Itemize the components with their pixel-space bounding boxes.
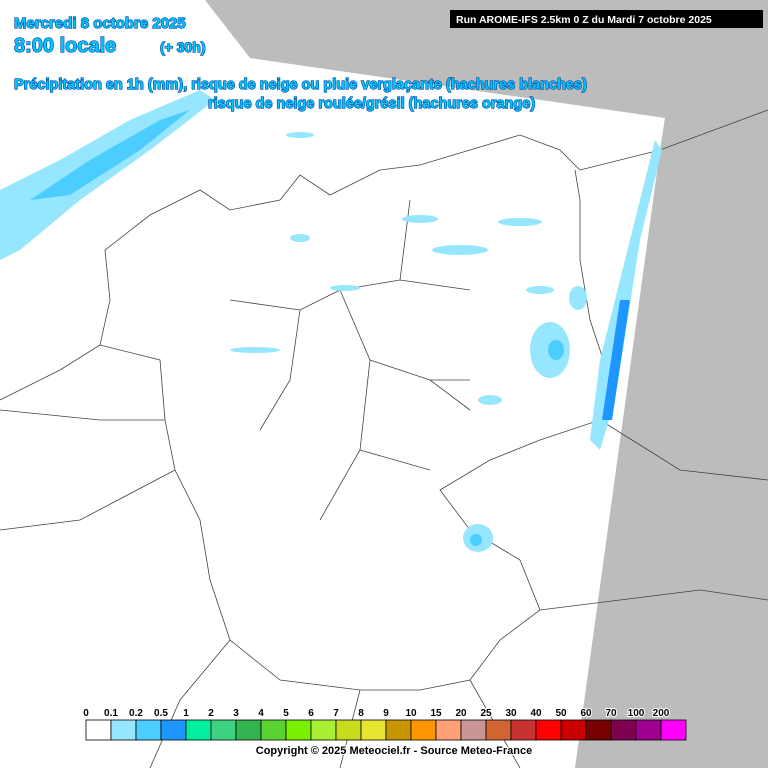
rain-area — [402, 215, 438, 223]
legend-swatch — [160, 719, 187, 741]
rain-area — [286, 132, 314, 138]
legend-label: 7 — [333, 708, 339, 719]
rain-area — [30, 110, 190, 200]
rain-area — [290, 234, 310, 242]
legend-swatch — [385, 719, 412, 741]
legend-label: 0.2 — [129, 708, 143, 719]
legend-swatch — [135, 719, 162, 741]
legend-label: 10 — [405, 708, 417, 719]
legend-swatch — [85, 719, 112, 741]
rain-area — [602, 300, 630, 420]
legend-label: 20 — [455, 708, 467, 719]
legend-swatch — [110, 719, 137, 741]
legend-swatch — [235, 719, 262, 741]
legend-label: 2 — [208, 708, 214, 719]
rain-area — [498, 218, 542, 226]
run-label: Run AROME-IFS 2.5km 0 Z du Mardi 7 octob… — [456, 14, 712, 26]
rain-area — [548, 340, 564, 360]
legend-swatch — [185, 719, 212, 741]
legend-label: 100 — [628, 708, 645, 719]
legend-swatch — [410, 719, 437, 741]
legend-label: 8 — [358, 708, 364, 719]
precipitation — [0, 90, 662, 552]
legend-label: 0.1 — [104, 708, 118, 719]
title-line: Précipitation en 1h (mm), risque de neig… — [14, 77, 587, 93]
legend-swatch — [560, 719, 587, 741]
rain-area — [230, 347, 280, 353]
rain-area — [526, 286, 554, 294]
model-domain — [0, 0, 665, 768]
legend-swatch — [485, 719, 512, 741]
legend-label: 4 — [258, 708, 264, 719]
coastline — [0, 134, 581, 401]
legend-label: 40 — [530, 708, 542, 719]
legend-label: 60 — [580, 708, 592, 719]
legend-swatch — [610, 719, 637, 741]
legend-swatch — [260, 719, 287, 741]
legend-label: 0 — [83, 708, 89, 719]
date: Mercredi 8 octobre 2025 — [14, 15, 186, 32]
rain-area — [569, 286, 587, 310]
legend-label: 25 — [480, 708, 492, 719]
legend-swatch — [360, 719, 387, 741]
legend-label: 1 — [183, 708, 189, 719]
rain-area — [470, 534, 482, 546]
legend-label: 30 — [505, 708, 517, 719]
legend-swatch — [660, 719, 687, 741]
time: 8:00 locale — [14, 35, 116, 57]
legend-label: 9 — [383, 708, 389, 719]
legend-label: 3 — [233, 708, 239, 719]
legend-swatch — [585, 719, 612, 741]
legend-swatch — [460, 719, 487, 741]
legend-label: 50 — [555, 708, 567, 719]
legend-swatch — [335, 719, 362, 741]
rain-area — [432, 245, 488, 255]
legend-swatch — [635, 719, 662, 741]
legend-label: 200 — [653, 708, 670, 719]
legend-label: 5 — [283, 708, 289, 719]
legend-swatch — [435, 719, 462, 741]
rain-area — [330, 285, 360, 291]
legend-swatch — [210, 719, 237, 741]
run-box — [450, 10, 763, 28]
title-line: risque de neige roulée/grésil (hachures … — [208, 96, 535, 112]
legend-label: 70 — [605, 708, 617, 719]
rain-area — [590, 140, 662, 450]
legend-label: 6 — [308, 708, 314, 719]
rain-area — [478, 395, 502, 405]
legend-swatch — [285, 719, 312, 741]
legend-swatch — [535, 719, 562, 741]
legend-label: 0.5 — [154, 708, 168, 719]
legend: 0 0.1 0.2 0.5 1 2 3 4 5 6 7 8 9 10 15 20 25 30 40 50 60 70 100… — [82, 707, 687, 741]
copyright: Copyright © 2025 Meteociel.fr - Source M… — [256, 745, 532, 757]
legend-label: 15 — [430, 708, 442, 719]
legend-swatch — [510, 719, 537, 741]
legend-swatch — [310, 719, 337, 741]
lead: (+ 30h) — [160, 39, 206, 55]
